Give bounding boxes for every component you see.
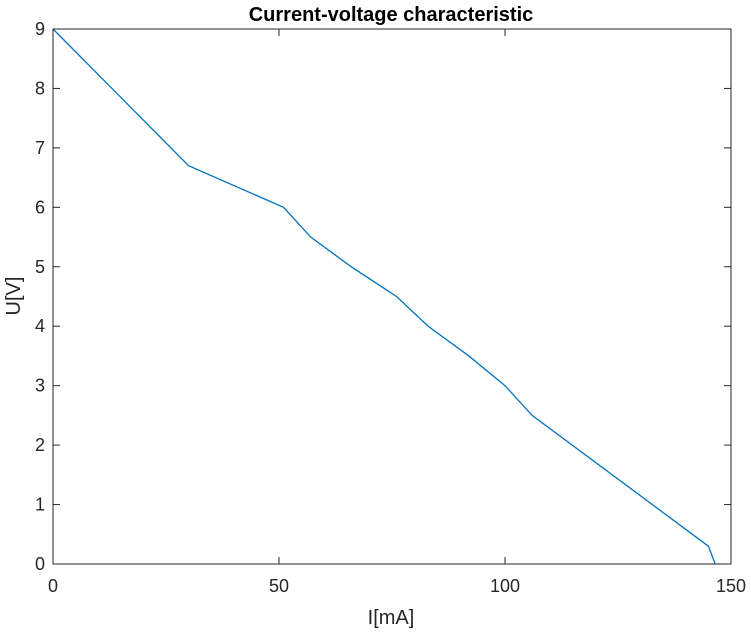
y-tick-label: 1 [35,495,45,515]
x-tick-label: 0 [48,576,58,596]
y-tick-label: 4 [35,316,45,336]
y-tick-label: 7 [35,138,45,158]
plot-area [52,28,716,565]
y-axis-label: U[V] [3,277,25,316]
y-axis: 0 1 2 3 4 5 6 7 8 9 [35,19,731,574]
series-line [52,28,716,565]
x-axis: 0 50 100 150 [48,29,746,596]
y-tick-label: 0 [35,554,45,574]
axes-box [52,28,732,565]
x-tick-label: 50 [269,576,289,596]
y-tick-label: 5 [35,257,45,277]
x-axis-label: I[mA] [368,607,415,629]
y-tick-label: 3 [35,376,45,396]
y-tick-label: 2 [35,435,45,455]
chart-title: Current-voltage characteristic [249,4,534,26]
y-tick-label: 8 [35,78,45,98]
y-tick-label: 6 [35,197,45,217]
y-tick-label: 9 [35,19,45,39]
x-tick-label: 100 [490,576,520,596]
x-tick-label: 150 [716,576,746,596]
